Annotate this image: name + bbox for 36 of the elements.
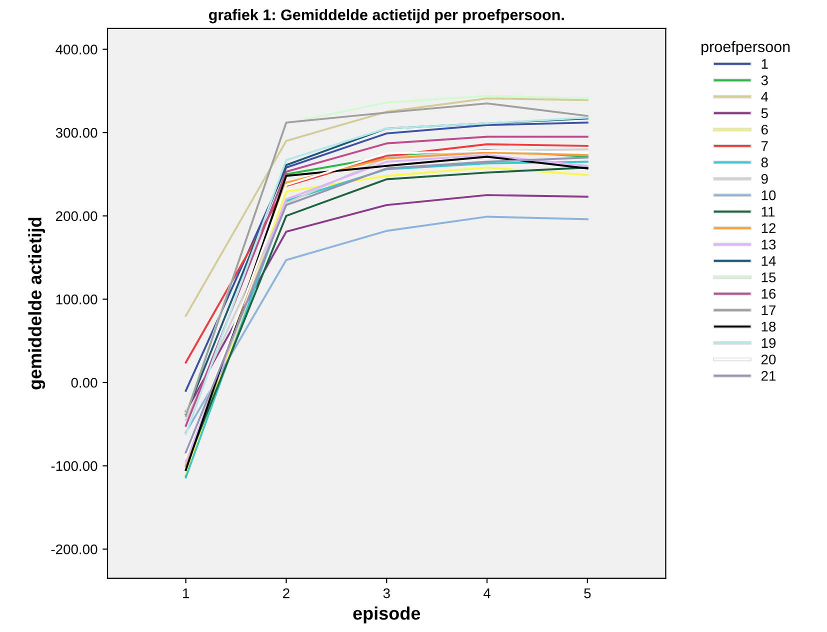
legend-label: 14	[762, 256, 776, 266]
y-tick-label: -100.00	[51, 461, 98, 471]
y-tick-label: -200.00	[51, 544, 98, 554]
legend-label: 18	[762, 322, 776, 332]
legend-label: 16	[762, 288, 776, 299]
x-axis-title: episode	[353, 606, 420, 624]
legend-label: 20	[761, 354, 776, 364]
legend-label: 13	[762, 240, 776, 250]
legend-label: 8	[761, 158, 768, 168]
x-tick-label: 1	[183, 588, 190, 598]
legend-label: 9	[761, 174, 768, 184]
x-tick-label: 3	[383, 588, 390, 598]
legend-title: proefpersoon	[702, 40, 790, 56]
y-axis-title: gemiddelde actietijd	[28, 218, 46, 390]
y-tick-label: 200.00	[56, 211, 98, 222]
legend-label: 5	[761, 108, 768, 118]
legend-label: 19	[762, 338, 776, 348]
x-tick-label: 4	[483, 588, 490, 598]
chart-title: grafiek 1: Gemiddelde actietijd per proefpersoon.	[208, 9, 564, 24]
legend-label: 17	[762, 305, 776, 316]
y-tick-label: 400.00	[56, 44, 98, 54]
legend-label: 1	[762, 59, 768, 69]
x-tick-label: 5	[584, 588, 591, 598]
legend-label: 4	[761, 92, 768, 102]
legend-label: 15	[762, 272, 776, 282]
legend-label: 3	[761, 75, 768, 86]
legend-label: 11	[762, 206, 775, 216]
y-tick-label: 0.00	[71, 378, 98, 388]
legend-label: 6	[761, 124, 768, 135]
x-tick-label: 2	[283, 588, 290, 598]
y-tick-label: 300.00	[56, 128, 98, 138]
y-tick-label: 100.00	[56, 294, 98, 304]
legend-label: 21	[761, 370, 776, 381]
legend-label: 10	[762, 190, 776, 200]
legend-label: 7	[761, 141, 768, 151]
legend-label: 12	[762, 223, 776, 233]
